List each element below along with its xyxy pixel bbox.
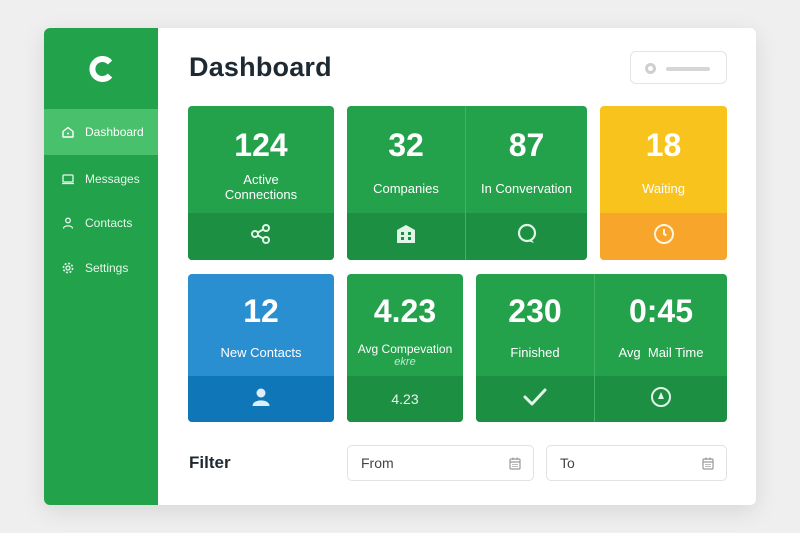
- card-footer: [188, 376, 334, 422]
- card-footer-value: 4.23: [347, 376, 463, 422]
- sidebar-item-settings[interactable]: Settings: [44, 245, 158, 291]
- clock-icon: [652, 222, 676, 251]
- chat-bubble-icon: [515, 222, 539, 251]
- card-companies-conversation: 32 Companies 87 In Convervation: [347, 106, 587, 260]
- card-label: Avg Compevation: [357, 342, 453, 356]
- card-label: Waiting: [642, 181, 685, 196]
- card-waiting[interactable]: 18 Waiting: [600, 106, 727, 260]
- sidebar-item-label: Dashboard: [85, 125, 144, 139]
- card-sublabel: ekre: [394, 356, 416, 368]
- card-footer: [476, 376, 594, 422]
- filter-label: Filter: [189, 453, 231, 472]
- sidebar: Dashboard Messages Contacts Settings: [44, 28, 158, 505]
- card-value: 124: [234, 127, 288, 163]
- gear-icon: [61, 261, 75, 275]
- card-divider: [465, 106, 466, 260]
- sidebar-item-dashboard[interactable]: Dashboard: [44, 109, 158, 155]
- card-in-conversation[interactable]: 87 In Convervation: [466, 106, 587, 260]
- card-footer: [347, 213, 465, 260]
- sidebar-item-contacts[interactable]: Contacts: [44, 200, 158, 246]
- page-title: Dashboard: [189, 52, 332, 82]
- card-label: Active Connections: [224, 172, 298, 202]
- card-new-contacts[interactable]: 12 New Contacts: [188, 274, 334, 422]
- share-nodes-icon: [250, 223, 272, 250]
- card-label: Finished: [510, 345, 560, 360]
- app-window: Dashboard Messages Contacts Settings Das…: [44, 28, 756, 505]
- card-value: 87: [508, 127, 545, 163]
- building-icon: [394, 222, 418, 251]
- card-label: Companies: [373, 181, 439, 196]
- compass-icon: [649, 385, 673, 414]
- toggle-track: [666, 67, 710, 71]
- card-value: 32: [388, 127, 424, 163]
- to-date-placeholder: To: [560, 455, 575, 471]
- sidebar-item-label: Contacts: [85, 216, 133, 230]
- toggle-knob-icon: [645, 63, 656, 74]
- sidebar-item-label: Messages: [85, 172, 140, 186]
- card-value: 18: [645, 127, 682, 163]
- card-finished-mailtime: 230 Finished 0:45 Avg Mail Time: [476, 274, 727, 422]
- card-finished[interactable]: 230 Finished: [476, 274, 594, 422]
- card-companies[interactable]: 32 Companies: [347, 106, 465, 260]
- card-label: In Convervation: [480, 181, 573, 196]
- person-icon: [61, 216, 75, 230]
- main-content: Dashboard 124 Active Connections 32 Comp…: [158, 28, 756, 505]
- laptop-icon: [61, 172, 75, 186]
- card-footer: [600, 213, 727, 260]
- theme-toggle[interactable]: [630, 51, 727, 84]
- card-avg-compensation[interactable]: 4.23 Avg Compevation ekre 4.23: [347, 274, 463, 422]
- card-footer: [188, 213, 334, 260]
- card-label: New Contacts: [220, 345, 302, 360]
- card-value: 0:45: [628, 293, 694, 329]
- card-footer: [595, 376, 727, 422]
- home-icon: [61, 125, 75, 139]
- app-logo-icon: [86, 53, 118, 85]
- card-value: 4.23: [373, 293, 437, 329]
- card-avg-mail-time[interactable]: 0:45 Avg Mail Time: [595, 274, 727, 422]
- from-date-placeholder: From: [361, 455, 394, 471]
- to-date-field[interactable]: To: [546, 445, 727, 481]
- calendar-icon[interactable]: [702, 457, 714, 470]
- card-value: 230: [508, 293, 562, 329]
- card-divider: [594, 274, 595, 422]
- card-active-connections[interactable]: 124 Active Connections: [188, 106, 334, 260]
- card-value: 12: [243, 293, 279, 329]
- sidebar-item-messages[interactable]: Messages: [44, 156, 158, 202]
- sidebar-item-label: Settings: [85, 261, 129, 275]
- calendar-icon[interactable]: [509, 457, 521, 470]
- card-label: Avg Mail Time: [618, 345, 704, 360]
- card-footer: [466, 213, 587, 260]
- from-date-field[interactable]: From: [347, 445, 534, 481]
- person-icon: [249, 385, 273, 414]
- checkmark-icon: [522, 386, 548, 413]
